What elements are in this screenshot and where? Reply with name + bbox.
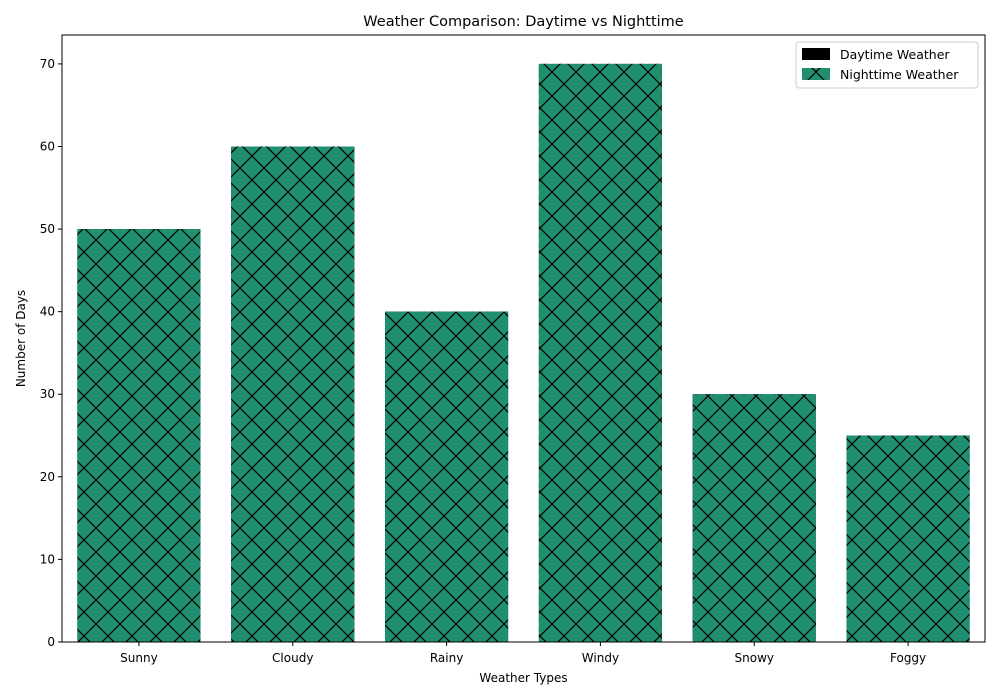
bars-group bbox=[77, 63, 970, 642]
bar-hatch-nighttime-sunny bbox=[77, 229, 201, 642]
bar-hatch-nighttime-windy bbox=[538, 63, 662, 642]
y-tick-label: 70 bbox=[40, 57, 55, 71]
plot-frame bbox=[61, 34, 986, 643]
y-tick-label: 40 bbox=[40, 305, 55, 319]
y-tick-label: 0 bbox=[47, 635, 55, 649]
x-tick-label-sunny: Sunny bbox=[120, 651, 158, 665]
bar-hatch-nighttime-rainy bbox=[385, 311, 509, 642]
bar-hatch-nighttime-cloudy bbox=[231, 146, 355, 642]
legend-label: Daytime Weather bbox=[840, 47, 950, 62]
x-axis-label: Weather Types bbox=[479, 671, 567, 685]
x-tick-label-snowy: Snowy bbox=[735, 651, 774, 665]
y-tick-label: 50 bbox=[40, 222, 55, 236]
axes-group: 0 10 20 30 40 50 60 70 Sunny Cloudy Rainy Windy Snow… bbox=[40, 34, 986, 665]
legend-label: Nighttime Weather bbox=[840, 67, 959, 82]
legend-swatch-hatch bbox=[802, 48, 830, 60]
x-tick-label-cloudy: Cloudy bbox=[272, 651, 313, 665]
legend-box bbox=[795, 41, 979, 89]
y-tick-label: 10 bbox=[40, 552, 55, 566]
legend: Daytime Weather Nighttime Weather bbox=[795, 41, 979, 89]
bar-hatch-nighttime-snowy bbox=[692, 394, 816, 642]
y-tick-label: 20 bbox=[40, 470, 55, 484]
x-tick-label-windy: Windy bbox=[582, 651, 619, 665]
x-tick-label-foggy: Foggy bbox=[890, 651, 926, 665]
chart-title: Weather Comparison: Daytime vs Nighttime bbox=[363, 14, 684, 30]
x-tick-label-rainy: Rainy bbox=[430, 651, 463, 665]
y-axis-label: Number of Days bbox=[14, 290, 28, 387]
legend-swatch-hatch bbox=[802, 68, 830, 80]
y-tick-label: 60 bbox=[40, 139, 55, 153]
bar-hatch-nighttime-foggy bbox=[846, 435, 970, 642]
y-tick-label: 30 bbox=[40, 387, 55, 401]
